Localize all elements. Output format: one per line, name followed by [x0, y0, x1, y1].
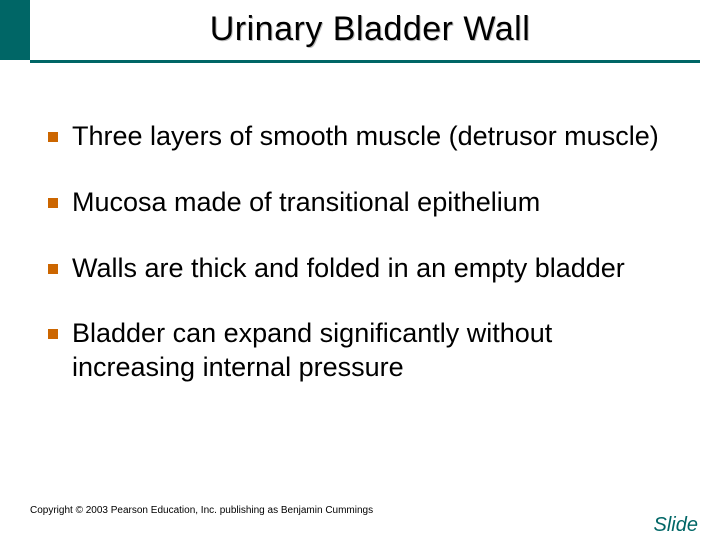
- bullet-icon: [48, 198, 58, 208]
- slide-number-label: Slide: [654, 514, 698, 536]
- bullet-list: Three layers of smooth muscle (detrusor …: [48, 120, 680, 417]
- slide-label-text: Slide: [654, 514, 698, 536]
- bullet-text: Three layers of smooth muscle (detrusor …: [72, 120, 659, 154]
- bullet-text: Bladder can expand significantly without…: [72, 317, 680, 385]
- slide-container: Urinary Bladder Wall Three layers of smo…: [0, 0, 720, 540]
- list-item: Mucosa made of transitional epithelium: [48, 186, 680, 220]
- copyright-text: Copyright © 2003 Pearson Education, Inc.…: [30, 505, 373, 516]
- list-item: Three layers of smooth muscle (detrusor …: [48, 120, 680, 154]
- bullet-text: Mucosa made of transitional epithelium: [72, 186, 540, 220]
- bullet-icon: [48, 264, 58, 274]
- bullet-icon: [48, 132, 58, 142]
- list-item: Walls are thick and folded in an empty b…: [48, 252, 680, 286]
- bullet-text: Walls are thick and folded in an empty b…: [72, 252, 625, 286]
- bullet-icon: [48, 329, 58, 339]
- title-underline-rule: [30, 60, 700, 63]
- corner-accent-box: [0, 0, 30, 60]
- list-item: Bladder can expand significantly without…: [48, 317, 680, 385]
- slide-title: Urinary Bladder Wall: [40, 10, 700, 49]
